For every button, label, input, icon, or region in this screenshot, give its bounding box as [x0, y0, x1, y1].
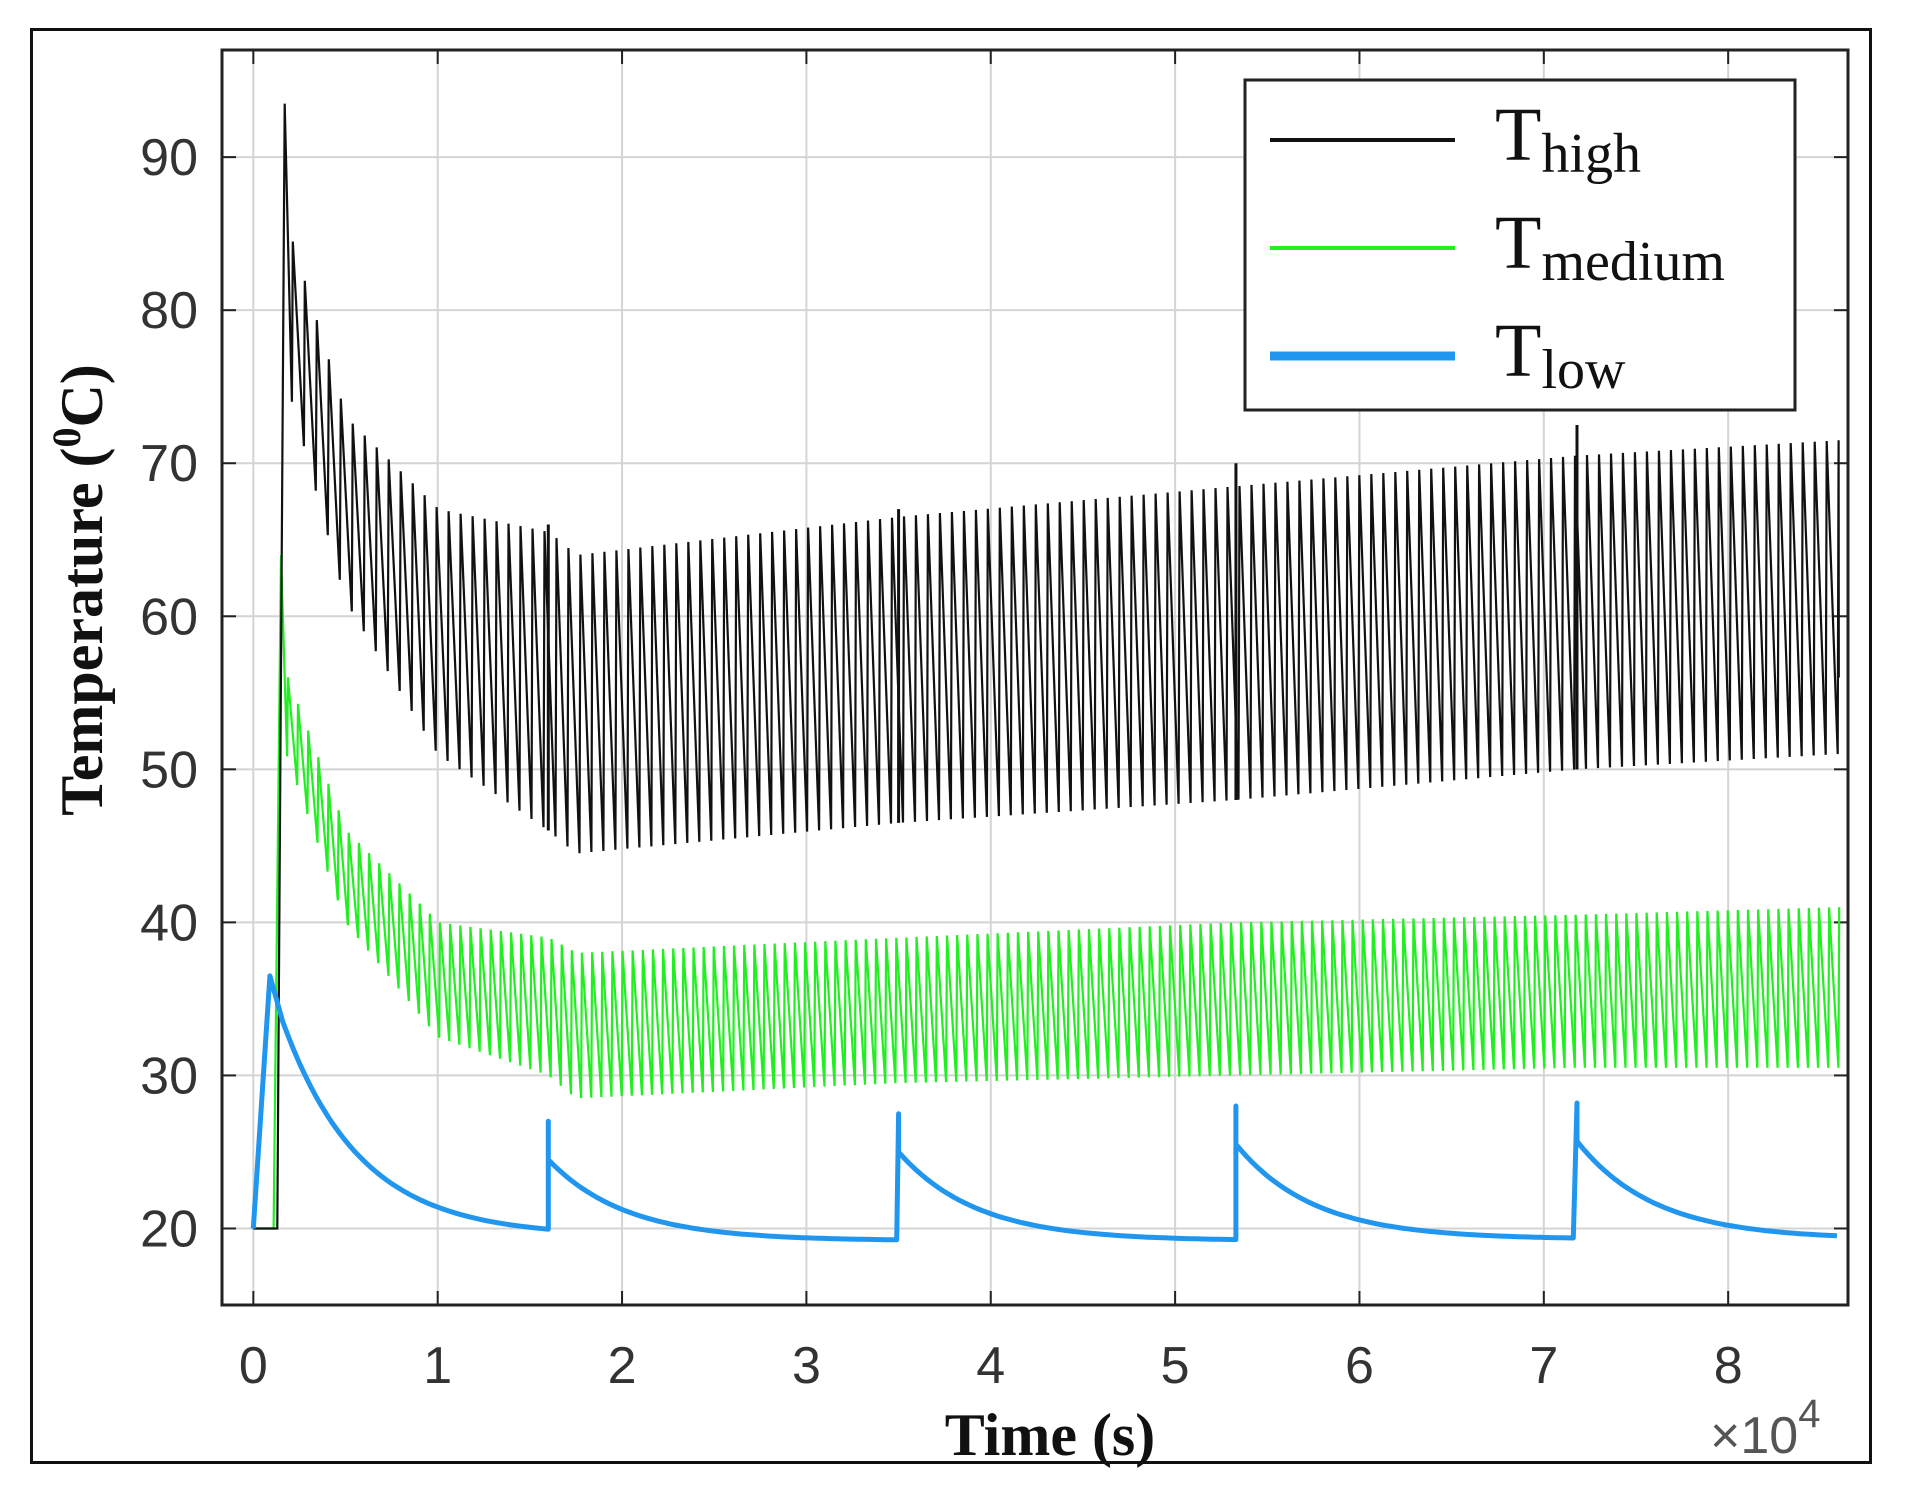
y-axis-title: Temperature (0C) [44, 364, 115, 816]
legend-label-tlow: Tlow [1495, 309, 1626, 401]
tick-labels: 0 1 2 3 4 5 6 7 8 20 30 40 50 60 70 80 90 [140, 129, 1742, 1395]
y-tick-label: 30 [140, 1047, 198, 1105]
legend-label-tmedium: Tmedium [1495, 201, 1725, 293]
legend-label-tmedium-main: T [1495, 201, 1541, 285]
x-tick-label: 7 [1529, 1337, 1558, 1395]
legend-label-thigh-main: T [1495, 93, 1541, 177]
legend-label-thigh-sub: high [1541, 123, 1641, 185]
x-tick-label: 1 [423, 1337, 452, 1395]
legend: Thigh Tmedium Tlow [1243, 78, 1797, 412]
y-axis-title-main: Temperature ( [49, 448, 115, 816]
y-tick-label: 50 [140, 741, 198, 799]
legend-label-thigh: Thigh [1495, 93, 1641, 185]
plot-area-border [220, 48, 1850, 1307]
series-line-thigh [253, 103, 1840, 1230]
x-multiplier-base: ×10 [1710, 1407, 1798, 1465]
x-tick-label: 6 [1345, 1337, 1374, 1395]
chart-frame [30, 28, 1872, 1464]
x-tick-label: 8 [1714, 1337, 1743, 1395]
x-axis-title: Time (s) [945, 1402, 1156, 1468]
y-tick-label: 60 [140, 588, 198, 646]
x-tick-label: 4 [976, 1337, 1005, 1395]
x-multiplier-exponent: 4 [1798, 1392, 1820, 1436]
y-tick-label: 40 [140, 894, 198, 952]
legend-label-tlow-sub: low [1541, 339, 1626, 401]
x-tick-label: 5 [1161, 1337, 1190, 1395]
y-tick-label: 70 [140, 435, 198, 493]
series-line-tlow [250, 973, 1838, 1243]
legend-label-tmedium-sub: medium [1541, 231, 1725, 293]
x-tick-label: 0 [239, 1337, 268, 1395]
legend-label-tlow-main: T [1495, 309, 1541, 393]
y-axis-title-unit: C) [49, 364, 115, 427]
y-axis-title-sup: 0 [44, 428, 89, 448]
x-multiplier: ×104 [1710, 1392, 1820, 1465]
y-tick-label: 80 [140, 282, 198, 340]
series-line-tmedium [253, 555, 1841, 1230]
x-tick-label: 2 [608, 1337, 637, 1395]
series-group [250, 103, 1841, 1243]
y-tick-label: 20 [140, 1200, 198, 1258]
y-tick-label: 90 [140, 129, 198, 187]
x-tick-label: 3 [792, 1337, 821, 1395]
